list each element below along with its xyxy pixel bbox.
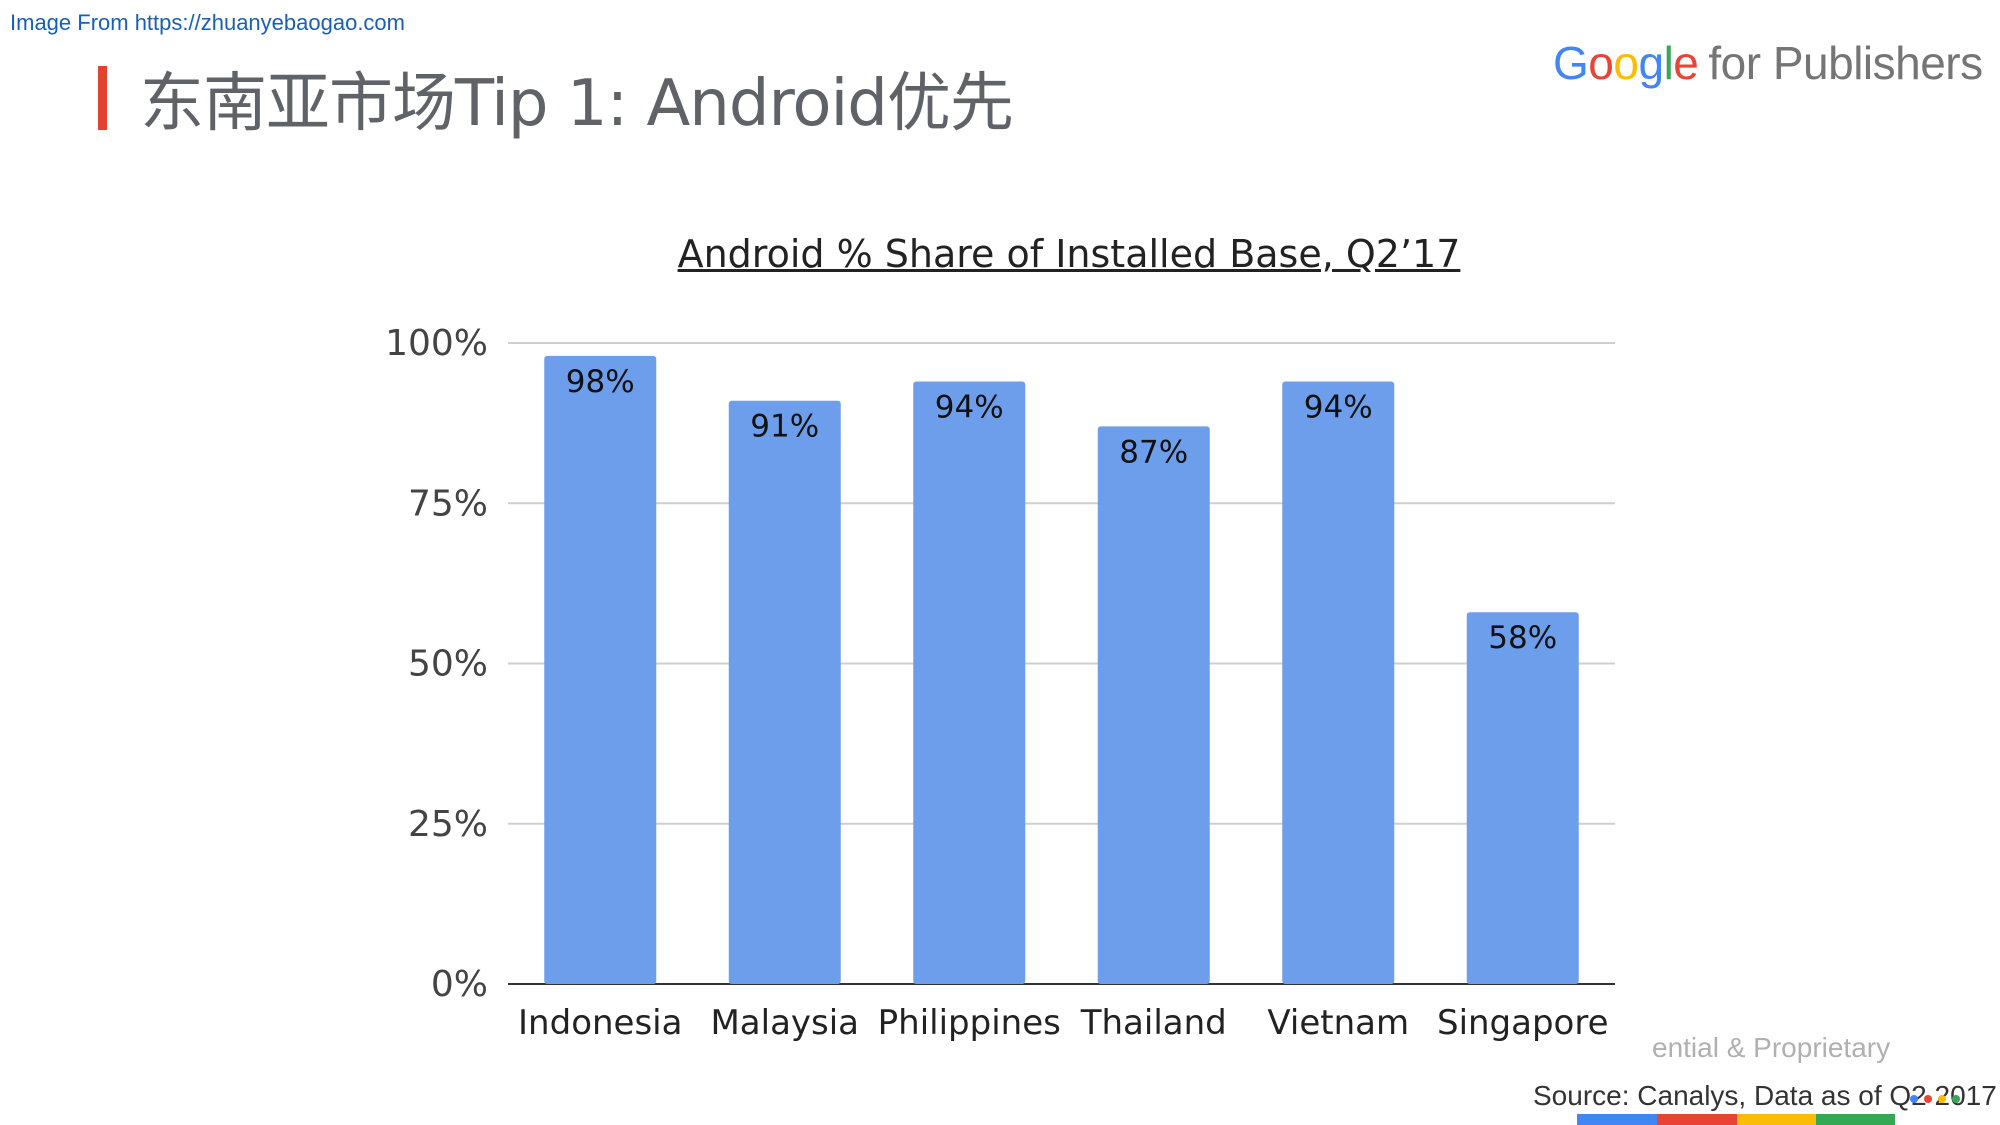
stripe-red bbox=[1657, 1114, 1737, 1125]
logo-letter: o bbox=[1588, 37, 1614, 89]
x-tick-label: Vietnam bbox=[1267, 1003, 1409, 1043]
bar bbox=[1282, 381, 1395, 985]
data-label: 91% bbox=[750, 409, 819, 445]
y-tick-label: 100% bbox=[385, 323, 488, 364]
logo-letter: l bbox=[1663, 37, 1674, 89]
bar bbox=[1466, 612, 1579, 984]
x-tick-label: Indonesia bbox=[518, 1003, 682, 1043]
blue-dot bbox=[1910, 1095, 1918, 1103]
y-tick-label: 75% bbox=[408, 483, 488, 524]
google-for-publishers-logo: Google for Publishers bbox=[1553, 36, 1983, 90]
source-note: Source: Canalys, Data as of Q2 2017 bbox=[1533, 1080, 1997, 1111]
stripe-green bbox=[1816, 1114, 1895, 1125]
chart-title: Android % Share of Installed Base, Q2’17 bbox=[677, 232, 1461, 276]
data-label: 98% bbox=[566, 364, 635, 400]
title-accent-bar bbox=[98, 66, 107, 130]
logo-letter: o bbox=[1613, 37, 1639, 89]
stripe-blue bbox=[1577, 1114, 1657, 1125]
page-title: 东南亚市场Tip 1: Android优先 bbox=[140, 67, 1014, 141]
bar bbox=[913, 381, 1026, 985]
x-tick-label: Singapore bbox=[1437, 1003, 1609, 1043]
data-label: 94% bbox=[1304, 389, 1373, 425]
google-dots-decoration bbox=[1910, 1088, 1966, 1107]
data-label: 58% bbox=[1488, 620, 1557, 656]
y-tick-label: 50% bbox=[408, 644, 488, 685]
data-label: 94% bbox=[935, 389, 1004, 425]
x-tick-label: Thailand bbox=[1080, 1003, 1227, 1043]
green-dot bbox=[1952, 1095, 1960, 1103]
logo-publisher-text: for Publishers bbox=[1708, 37, 1983, 89]
red-dot bbox=[1924, 1095, 1932, 1103]
source-watermark: Image From https://zhuanyebaogao.com bbox=[10, 10, 405, 35]
x-tick-label: Malaysia bbox=[710, 1003, 859, 1043]
yellow-dot bbox=[1938, 1095, 1946, 1103]
logo-letter: G bbox=[1553, 37, 1589, 89]
y-tick-label: 0% bbox=[431, 964, 488, 1005]
bar bbox=[544, 355, 657, 984]
bar bbox=[1097, 426, 1210, 985]
logo-letter: e bbox=[1673, 37, 1699, 89]
bar bbox=[728, 400, 841, 984]
logo-letter: g bbox=[1638, 37, 1664, 89]
confidential-label: ential & Proprietary bbox=[1652, 1032, 1891, 1063]
stripe-yellow bbox=[1737, 1114, 1816, 1125]
data-label: 87% bbox=[1119, 434, 1188, 470]
x-tick-label: Philippines bbox=[878, 1003, 1061, 1043]
y-tick-label: 25% bbox=[408, 804, 488, 845]
